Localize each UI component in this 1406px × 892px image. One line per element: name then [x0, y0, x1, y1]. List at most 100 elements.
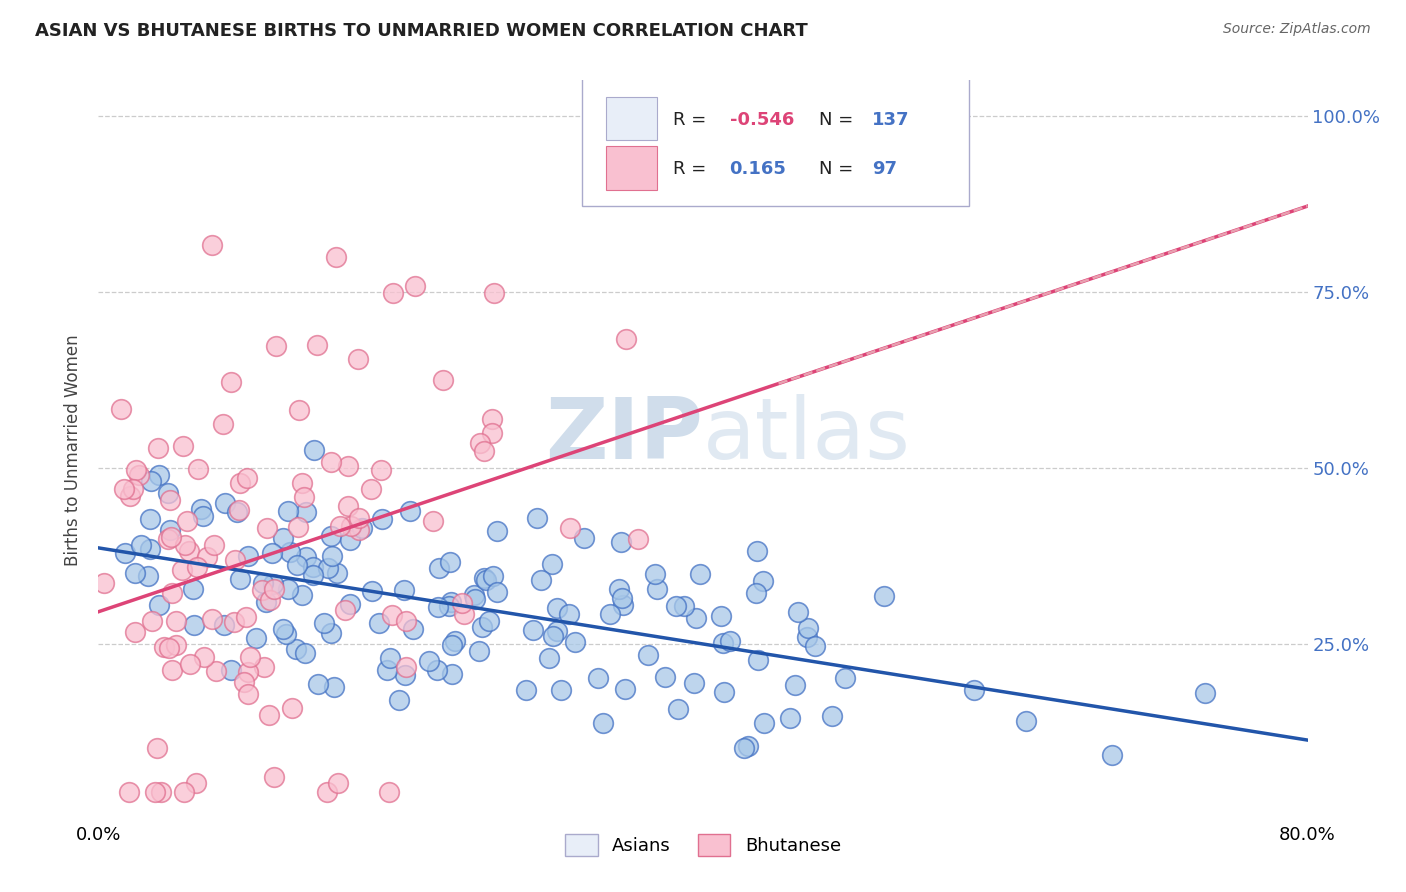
Text: N =: N = — [820, 111, 859, 128]
Point — [254, 595, 277, 609]
Point — [339, 533, 361, 547]
Point — [381, 285, 404, 300]
Point — [437, 599, 460, 613]
Point — [470, 436, 492, 450]
Point — [472, 443, 495, 458]
Point — [546, 624, 568, 638]
Point — [665, 599, 688, 614]
Point — [538, 651, 561, 665]
Point — [451, 596, 474, 610]
Point — [173, 785, 195, 799]
Point — [711, 636, 734, 650]
Point — [481, 425, 503, 440]
Point — [224, 553, 246, 567]
Point — [557, 607, 579, 622]
Point — [319, 455, 342, 469]
Point — [277, 504, 299, 518]
Point — [550, 683, 572, 698]
Point — [124, 625, 146, 640]
FancyBboxPatch shape — [606, 96, 657, 140]
Point — [744, 585, 766, 599]
Point — [139, 475, 162, 489]
Legend: Asians, Bhutanese: Asians, Bhutanese — [558, 827, 848, 863]
Point — [139, 541, 162, 556]
Point — [301, 568, 323, 582]
Point — [599, 607, 621, 621]
Point — [139, 512, 162, 526]
Point — [339, 597, 361, 611]
Point — [201, 612, 224, 626]
Point — [148, 442, 170, 456]
Point — [121, 482, 143, 496]
Point — [347, 523, 370, 537]
Point — [637, 648, 659, 663]
Point — [404, 279, 426, 293]
Point — [394, 667, 416, 681]
Point — [607, 582, 630, 596]
Point — [444, 634, 467, 648]
Point — [610, 591, 633, 606]
Point — [183, 582, 205, 597]
Point — [165, 614, 187, 628]
Point — [626, 532, 648, 546]
Point — [307, 676, 329, 690]
Point — [288, 403, 311, 417]
Point — [432, 373, 454, 387]
Point — [453, 607, 475, 621]
Text: Source: ZipAtlas.com: Source: ZipAtlas.com — [1223, 22, 1371, 37]
Point — [962, 683, 984, 698]
Point — [464, 592, 486, 607]
Point — [543, 629, 565, 643]
Point — [201, 237, 224, 252]
Point — [184, 776, 207, 790]
Point — [713, 684, 735, 698]
Point — [747, 544, 769, 558]
Point — [212, 417, 235, 431]
Point — [475, 574, 498, 588]
Point — [118, 489, 141, 503]
Point — [295, 505, 318, 519]
Y-axis label: Births to Unmarried Women: Births to Unmarried Women — [65, 334, 83, 566]
Point — [440, 595, 463, 609]
Point — [238, 665, 260, 679]
Point — [329, 518, 352, 533]
Point — [186, 560, 208, 574]
Point — [110, 402, 132, 417]
Point — [319, 626, 342, 640]
FancyBboxPatch shape — [606, 146, 657, 190]
Point — [219, 375, 242, 389]
Point — [418, 654, 440, 668]
Point — [481, 569, 503, 583]
Point — [439, 555, 461, 569]
Point — [375, 663, 398, 677]
Point — [530, 574, 553, 588]
Point — [252, 576, 274, 591]
Point — [291, 588, 314, 602]
Point — [1101, 748, 1123, 763]
Point — [321, 549, 343, 564]
Point — [482, 285, 505, 300]
Point — [236, 549, 259, 563]
Text: -0.546: -0.546 — [730, 111, 794, 128]
Point — [752, 574, 775, 588]
Point — [302, 560, 325, 574]
Text: R =: R = — [672, 111, 711, 128]
Point — [340, 519, 363, 533]
Point — [315, 785, 337, 799]
Point — [388, 693, 411, 707]
Point — [422, 514, 444, 528]
Point — [191, 508, 214, 523]
Point — [118, 785, 141, 799]
Point — [402, 622, 425, 636]
Point — [236, 687, 259, 701]
Point — [128, 467, 150, 482]
Point — [733, 741, 755, 756]
Point — [214, 496, 236, 510]
Point — [666, 702, 689, 716]
Point — [352, 521, 374, 535]
Point — [148, 467, 170, 482]
Point — [281, 701, 304, 715]
Point — [229, 572, 252, 586]
Point — [685, 611, 707, 625]
Point — [145, 740, 167, 755]
